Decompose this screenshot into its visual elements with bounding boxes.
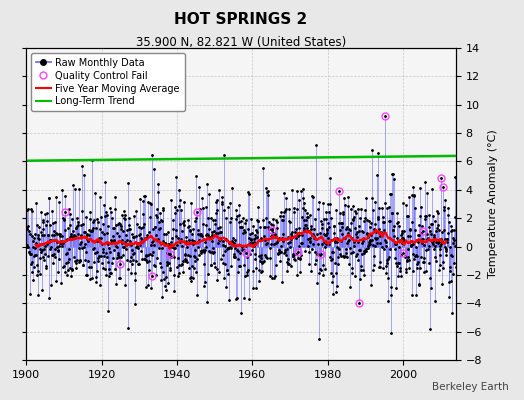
Text: HOT SPRINGS 2: HOT SPRINGS 2 — [174, 12, 308, 27]
Y-axis label: Temperature Anomaly (°C): Temperature Anomaly (°C) — [488, 130, 498, 278]
Text: Berkeley Earth: Berkeley Earth — [432, 382, 508, 392]
Text: 35.900 N, 82.821 W (United States): 35.900 N, 82.821 W (United States) — [136, 36, 346, 49]
Legend: Raw Monthly Data, Quality Control Fail, Five Year Moving Average, Long-Term Tren: Raw Monthly Data, Quality Control Fail, … — [31, 53, 185, 111]
